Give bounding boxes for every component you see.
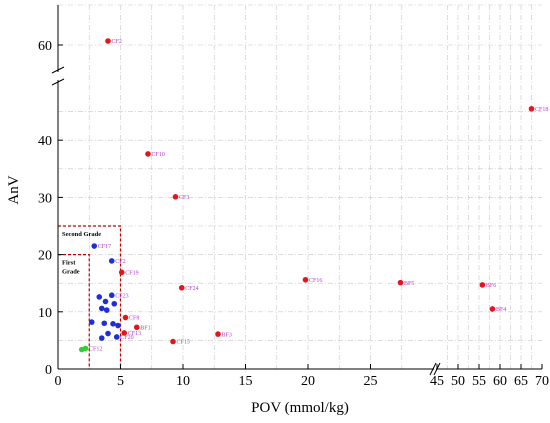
x-tick-label: 15 <box>239 374 253 389</box>
data-point <box>489 306 496 312</box>
grade-label: Second Grade <box>62 231 101 238</box>
y-break-mark <box>51 66 65 74</box>
data-point <box>113 334 120 340</box>
tick-labels: 0 5 10 15 20 25 45 50 55 60 65 70 0 10 20 30 40 60 <box>38 39 549 389</box>
x-tick-label: 10 <box>176 374 190 389</box>
x-tick-label: 25 <box>364 374 378 389</box>
point-label: BF5 <box>404 281 414 287</box>
y-tick-label: 60 <box>38 39 52 54</box>
grade-box <box>58 254 90 369</box>
x-tick-label: 70 <box>535 374 549 389</box>
y-axis-title: AnV <box>6 175 22 204</box>
x-tick-label: 0 <box>55 374 62 389</box>
point-label: CF2 <box>115 259 125 265</box>
data-point <box>302 276 309 283</box>
point-label: CF13 <box>128 331 141 337</box>
x-tick-label: 50 <box>451 374 465 389</box>
data-point <box>102 298 109 305</box>
x-tick-label: 20 <box>301 374 315 389</box>
y-tick-label: 30 <box>38 191 52 206</box>
data-point <box>479 282 486 288</box>
data-point <box>145 151 151 157</box>
data-point <box>105 330 111 337</box>
grade-box <box>58 225 122 369</box>
data-point <box>108 258 115 264</box>
x-tick-label: 55 <box>472 374 486 389</box>
axes <box>51 5 543 376</box>
x-break-mark <box>429 362 437 376</box>
data-point <box>528 105 535 112</box>
data-point <box>78 346 85 353</box>
grade-boxes: Second Grade First Grade <box>58 225 122 369</box>
grade-label-line: Grade <box>62 269 80 276</box>
grade-label-line: First <box>62 260 76 267</box>
y-tick-label: 0 <box>45 363 52 378</box>
grade-label: First Grade <box>62 260 80 276</box>
data-point <box>98 335 105 341</box>
data-point <box>111 300 118 307</box>
data-point <box>170 338 176 345</box>
data-point <box>88 319 95 325</box>
data-point <box>178 284 185 291</box>
y-tick-label: 40 <box>38 134 52 149</box>
point-label: BF1 <box>140 325 150 331</box>
data-point <box>115 322 121 329</box>
data-point <box>397 279 404 286</box>
point-label: CF16 <box>309 278 322 284</box>
data-point <box>108 292 115 299</box>
data-points <box>78 38 535 353</box>
point-label: CF15 <box>177 340 190 346</box>
x-axis-title: POV (mmol/kg) <box>251 400 349 416</box>
y-tick-label: 20 <box>38 249 52 264</box>
x-tick-label: 65 <box>514 374 528 389</box>
data-point <box>172 194 179 200</box>
data-point <box>96 294 103 300</box>
x-tick-label: 60 <box>493 374 507 389</box>
point-label: CF17 <box>98 244 111 250</box>
point-label: CF8 <box>129 316 139 322</box>
x-tick-label: 5 <box>117 374 124 389</box>
point-label: CF3 <box>179 195 189 201</box>
data-point <box>122 314 129 321</box>
data-point <box>91 243 98 249</box>
x-tick-label: 45 <box>430 374 444 389</box>
point-label: CF18 <box>535 107 548 113</box>
point-label: CF20 <box>120 335 133 341</box>
grade-label-line: Second Grade <box>62 231 101 238</box>
point-label: BF3 <box>222 332 232 338</box>
y-tick-label: 10 <box>38 306 52 321</box>
data-point <box>101 320 108 327</box>
point-label: BF4 <box>496 307 506 313</box>
point-label: CF24 <box>185 286 198 292</box>
point-label: CF2 <box>112 39 122 45</box>
y-break-mark <box>51 78 65 86</box>
data-point <box>121 330 128 336</box>
data-point <box>118 269 125 276</box>
point-label: BF6 <box>486 283 496 289</box>
grid <box>58 4 542 369</box>
data-point <box>215 331 221 337</box>
data-point <box>98 305 105 312</box>
data-point <box>103 307 110 313</box>
point-label: CF23 <box>115 293 128 299</box>
data-point <box>105 38 111 44</box>
point-label: CF12 <box>89 347 102 353</box>
point-label: CF19 <box>125 271 138 277</box>
data-point <box>133 324 140 331</box>
data-point <box>110 321 116 327</box>
point-label: CF10 <box>152 152 165 158</box>
